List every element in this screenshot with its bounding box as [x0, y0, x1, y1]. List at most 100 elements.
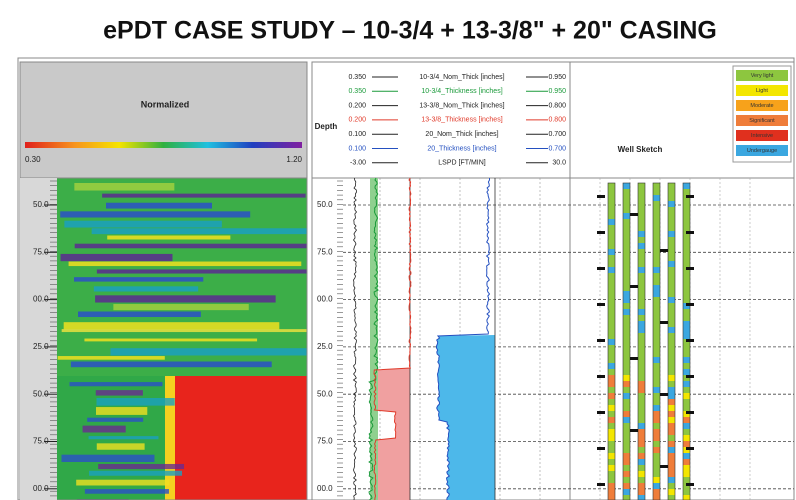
sketch-cell	[683, 405, 690, 411]
legend-label: Significant	[749, 118, 775, 124]
sketch-cell	[683, 183, 690, 189]
sketch-cell	[623, 249, 630, 255]
sketch-cell	[638, 225, 645, 231]
sketch-cell	[638, 471, 645, 477]
sketch-cell	[653, 255, 660, 261]
sketch-cell	[638, 315, 645, 321]
heatmap-band	[74, 277, 204, 282]
heatmap-band	[95, 390, 143, 396]
sketch-cell	[668, 249, 675, 255]
sketch-cell	[608, 255, 615, 261]
sketch-cell	[683, 399, 690, 405]
sketch-cell	[623, 201, 630, 207]
sketch-cell	[638, 417, 645, 423]
sketch-cell	[623, 411, 630, 417]
sketch-cell	[668, 429, 675, 435]
depth-label: 00.0	[33, 295, 49, 304]
heatmap-band	[84, 489, 169, 494]
sketch-cell	[608, 183, 615, 189]
sketch-cell	[623, 393, 630, 399]
sketch-cell	[668, 393, 675, 399]
sketch-cell	[668, 423, 675, 429]
sketch-cell	[638, 477, 645, 483]
sketch-cell	[623, 297, 630, 303]
heatmap-band	[96, 407, 148, 415]
sketch-cell	[653, 333, 660, 339]
sketch-cell	[623, 225, 630, 231]
sketch-cell	[638, 327, 645, 333]
sketch-cell	[608, 213, 615, 219]
curve-min: 0.100	[348, 131, 366, 138]
heatmap-band	[60, 211, 251, 218]
sketch-cell	[608, 189, 615, 195]
sketch-cell	[668, 285, 675, 291]
sketch-cell	[653, 297, 660, 303]
sketch-title: Well Sketch	[618, 145, 663, 154]
legend-label: Moderate	[750, 103, 773, 109]
sketch-cell	[638, 189, 645, 195]
sketch-cell	[668, 399, 675, 405]
sketch-cell	[653, 345, 660, 351]
sketch-cell	[653, 423, 660, 429]
depth-label: 00.0	[317, 295, 333, 304]
sketch-cell	[653, 495, 660, 500]
sketch-body-frame	[569, 177, 795, 500]
sketch-cell	[623, 459, 630, 465]
sketch-column	[637, 182, 646, 500]
collar	[660, 465, 668, 468]
sketch-cell	[638, 309, 645, 315]
sketch-cell	[638, 207, 645, 213]
curve-max: 0.700	[548, 145, 566, 152]
sketch-cell	[623, 489, 630, 495]
heatmap-band	[98, 463, 185, 470]
heatmap-edge	[165, 376, 175, 500]
sketch-cell	[683, 279, 690, 285]
sketch-cell	[608, 219, 615, 225]
heatmap-band	[91, 228, 307, 235]
sketch-cell	[668, 339, 675, 345]
collar	[597, 231, 605, 234]
curve-name: 13-3/8_Thickness [inches]	[421, 117, 502, 124]
sketch-cell	[683, 381, 690, 387]
legend-label: Intensive	[751, 133, 773, 139]
sketch-cell	[623, 435, 630, 441]
sketch-cell	[623, 231, 630, 237]
legend-swatch	[736, 85, 788, 96]
depth-label: 75.0	[33, 437, 49, 446]
sketch-cell	[623, 243, 630, 249]
sketch-cell	[653, 411, 660, 417]
sketch-cell	[683, 309, 690, 315]
sketch-cell	[668, 279, 675, 285]
sketch-cell	[653, 387, 660, 393]
sketch-cell	[608, 261, 615, 267]
curve-name: 13-3/8_Nom_Thick [inches]	[419, 102, 504, 109]
sketch-cell	[623, 483, 630, 489]
sketch-cell	[653, 327, 660, 333]
sketch-cell	[653, 381, 660, 387]
collar	[597, 267, 605, 270]
curve-name: 10-3/4_Nom_Thick [inches]	[419, 74, 504, 81]
sketch-cell	[608, 489, 615, 495]
sketch-cell	[608, 201, 615, 207]
sketch-cell	[608, 237, 615, 243]
sketch-cell	[653, 315, 660, 321]
sketch-cell	[653, 213, 660, 219]
curve-min: 0.100	[348, 145, 366, 152]
sketch-cell	[638, 447, 645, 453]
collar	[630, 357, 638, 360]
color-scale	[25, 142, 302, 148]
sketch-cell	[668, 207, 675, 213]
sketch-cell	[638, 357, 645, 363]
heatmap-band	[89, 470, 183, 476]
sketch-cell	[683, 315, 690, 321]
sketch-cell	[608, 231, 615, 237]
heatmap-band	[96, 443, 145, 450]
sketch-cell	[668, 369, 675, 375]
sketch-cell	[668, 219, 675, 225]
sketch-cell	[623, 303, 630, 309]
sketch-cell	[638, 483, 645, 489]
scale-min: 0.30	[25, 155, 41, 164]
depth-label: 00.0	[33, 484, 49, 493]
sketch-cell	[653, 207, 660, 213]
sketch-cell	[623, 273, 630, 279]
